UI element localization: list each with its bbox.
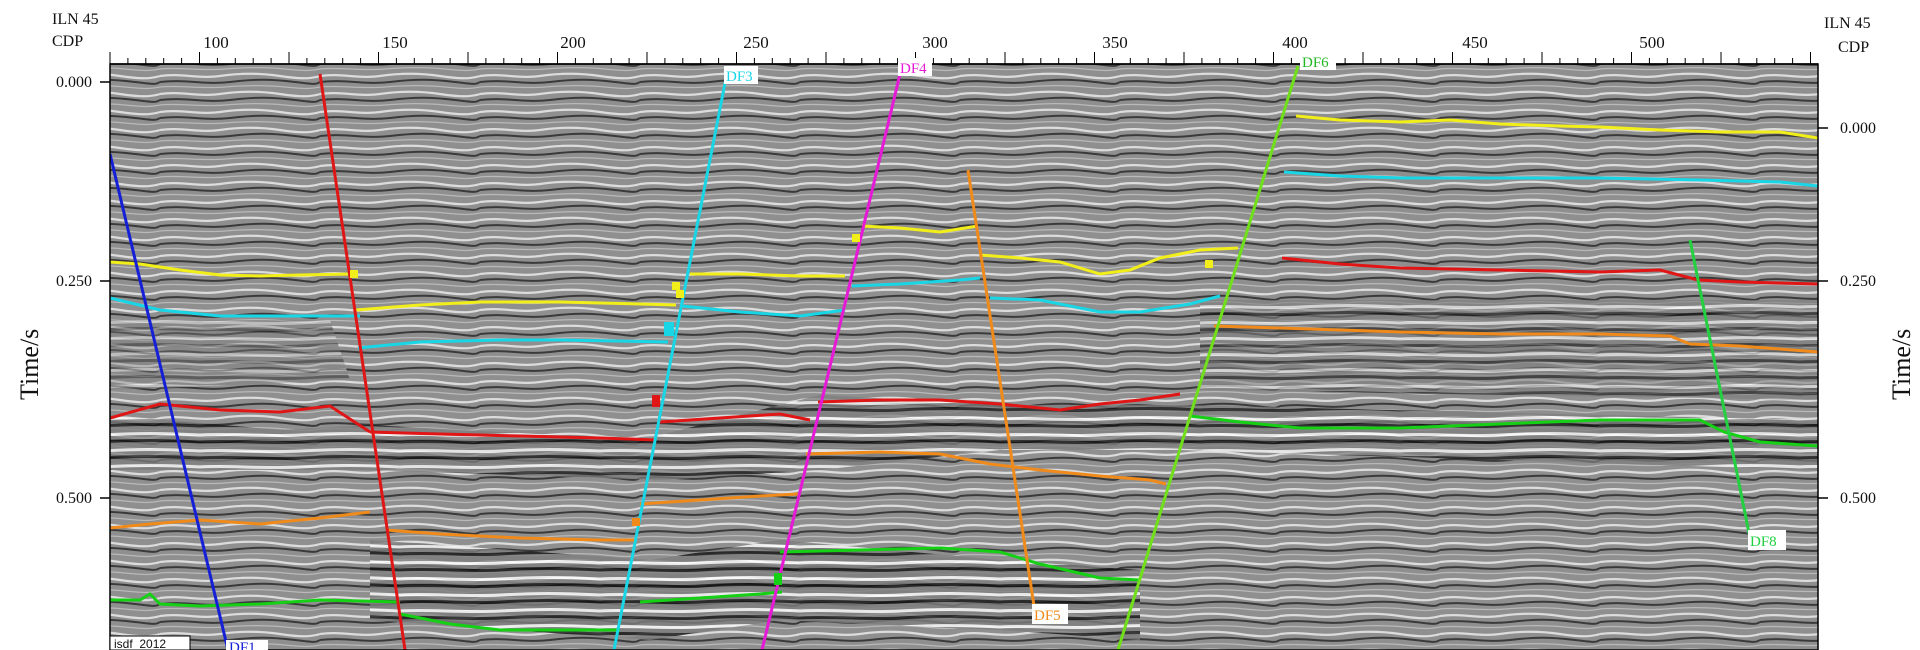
fault-label-bg — [1032, 604, 1068, 624]
horizon-green-seg3 — [639, 590, 783, 604]
seismic-plot-area — [110, 64, 1818, 650]
fault-label-df1: DF1 — [229, 640, 256, 650]
horizon-orange-seg4 — [805, 450, 1167, 486]
horizon-cyan-seg6 — [1283, 170, 1818, 188]
pick-marker — [1205, 260, 1213, 268]
top-axis-minor-ticks — [109, 52, 1811, 64]
right-time-tick-label: 0.250 — [1840, 273, 1876, 290]
cdp-tick-label: 400 — [1282, 33, 1308, 52]
top-axis-tick-labels: 100 150 200 250 300 350 400 450 500 — [203, 33, 1665, 52]
horizon-cyan-seg4 — [851, 276, 981, 288]
strong-reflector-band-3 — [1200, 300, 1818, 400]
right-line-label: ILN 45 — [1824, 15, 1871, 32]
left-line-label: ILN 45 — [52, 11, 99, 28]
left-time-tick-label: 0.250 — [56, 273, 92, 290]
horizon-yellow-seg2 — [355, 300, 677, 312]
y-axis-label-left: Time/s — [15, 329, 44, 400]
horizon-red-seg5 — [1281, 256, 1818, 286]
cdp-tick-label: 450 — [1462, 33, 1488, 52]
pick-marker — [672, 282, 680, 290]
fault-label-df3: DF3 — [726, 69, 753, 85]
pick-marker — [350, 270, 358, 278]
horizon-yellow-seg5 — [979, 246, 1239, 276]
fault-label-df4: DF4 — [900, 61, 927, 77]
fault-label-df8: DF8 — [1750, 534, 1777, 550]
horizon-green-seg4 — [779, 546, 1141, 582]
pick-marker — [652, 395, 660, 407]
cdp-tick-label: 200 — [560, 33, 586, 52]
horizon-yellow-seg6 — [1295, 114, 1818, 140]
fault-df5-line — [966, 169, 1036, 607]
fault-label-bg — [1748, 530, 1786, 550]
left-time-tick-label: 0.500 — [56, 490, 92, 507]
cdp-tick-label: 250 — [743, 33, 769, 52]
fault-df4-line — [760, 73, 902, 650]
fault-df2-line — [318, 73, 407, 650]
fault-label-df5: DF5 — [1034, 608, 1061, 624]
pick-marker — [632, 518, 640, 526]
left-time-tick-label: 0.000 — [56, 74, 92, 91]
fault-df3-line — [612, 77, 728, 650]
fault-labels: DF1 DF3 DF4 DF5 DF6 DF8 — [226, 52, 1786, 650]
fault-label-bg — [898, 58, 932, 76]
y-axis-label-right: Time/s — [1887, 329, 1916, 400]
horizon-red-seg3 — [659, 412, 811, 424]
cdp-tick-label: 300 — [922, 33, 948, 52]
horizon-orange-seg5 — [1213, 324, 1818, 354]
horizon-cyan-seg5 — [989, 294, 1221, 314]
right-time-tick-label: 0.000 — [1840, 120, 1876, 137]
strong-reflector-band-4 — [110, 320, 350, 390]
fault-label-bg — [1300, 52, 1336, 70]
cdp-tick-label: 350 — [1102, 33, 1128, 52]
strong-reflector-band-2 — [370, 540, 1140, 640]
left-time-axis: 0.000 0.250 0.500 — [56, 74, 110, 507]
horizon-yellow-seg3 — [690, 272, 845, 278]
fault-df8-line — [1688, 239, 1752, 539]
horizon-cyan-seg3 — [681, 304, 846, 318]
fault-label-df6: DF6 — [1302, 55, 1329, 71]
right-cdp-label: CDP — [1838, 39, 1869, 56]
pick-marker — [664, 322, 674, 336]
fault-label-bg — [226, 640, 268, 650]
right-time-axis: 0.000 0.250 0.500 — [1818, 120, 1876, 507]
horizon-red-seg4 — [817, 392, 1181, 412]
horizon-orange-seg1 — [110, 510, 371, 530]
right-time-tick-label: 0.500 — [1840, 490, 1876, 507]
stamp-box — [109, 635, 191, 650]
horizon-green-seg1 — [110, 592, 401, 608]
horizon-green-seg2 — [399, 612, 620, 632]
horizon-orange-seg2 — [385, 528, 636, 542]
cdp-tick-label: 100 — [203, 33, 229, 52]
left-cdp-label: CDP — [52, 33, 83, 50]
horizon-yellow-seg1 — [110, 260, 353, 278]
horizon-red-seg2 — [369, 430, 657, 442]
horizon-yellow-seg4 — [861, 224, 979, 234]
pick-marker — [774, 573, 782, 585]
horizon-cyan-seg1 — [110, 296, 360, 318]
fault-df1-line — [110, 153, 230, 650]
cdp-tick-label: 150 — [382, 33, 408, 52]
horizon-green-seg5 — [1189, 414, 1818, 448]
horizon-cyan-seg2 — [357, 338, 669, 350]
strong-reflector-band-1 — [110, 395, 1818, 480]
cdp-tick-label: 500 — [1639, 33, 1665, 52]
horizon-red-seg1 — [110, 402, 371, 434]
pick-marker — [676, 290, 684, 298]
pick-marker — [852, 234, 860, 242]
horizon-orange-seg3 — [639, 492, 799, 506]
stamp-text: isdf_2012 — [114, 637, 166, 650]
fault-label-bg — [724, 66, 758, 84]
fault-df6-line — [1116, 65, 1300, 650]
